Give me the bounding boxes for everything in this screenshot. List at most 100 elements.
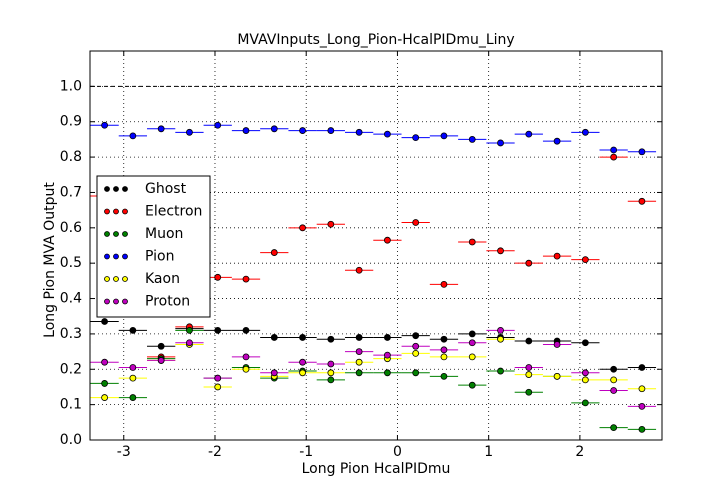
y-tick-label: 0.8 (60, 149, 82, 165)
marker (440, 335, 448, 343)
marker (214, 374, 222, 382)
y-tick-label: 0.7 (60, 184, 82, 200)
marker (270, 369, 278, 377)
marker (525, 388, 533, 396)
legend-marker (122, 186, 128, 192)
marker (412, 219, 420, 226)
marker (327, 335, 335, 343)
legend-label: Muon (145, 226, 183, 242)
marker (610, 424, 618, 432)
marker (581, 376, 589, 384)
y-tick-label: 0.9 (60, 114, 82, 130)
marker (440, 280, 448, 288)
marker (525, 259, 533, 267)
marker (440, 353, 448, 361)
marker (129, 326, 137, 334)
legend-marker (122, 253, 128, 260)
marker (186, 339, 193, 347)
marker (355, 369, 363, 377)
marker (186, 326, 193, 334)
marker (299, 224, 306, 232)
marker (299, 369, 306, 377)
legend-marker (122, 231, 128, 237)
marker (299, 358, 306, 366)
legend-label: Kaon (145, 271, 180, 287)
legend-marker (122, 276, 128, 282)
marker (497, 139, 504, 147)
marker (384, 130, 391, 138)
marker (525, 371, 533, 378)
marker (468, 136, 476, 143)
marker (638, 403, 646, 410)
x-tick-label: 1 (484, 444, 493, 460)
legend-marker (104, 276, 110, 282)
marker (497, 247, 504, 255)
marker (553, 252, 561, 260)
marker (101, 380, 108, 387)
marker (242, 353, 250, 361)
marker (101, 394, 108, 401)
marker (497, 367, 504, 375)
marker (610, 146, 618, 154)
legend-label: Ghost (145, 181, 187, 197)
legend-marker (113, 298, 119, 305)
marker (440, 346, 448, 354)
legend-marker (104, 231, 110, 237)
legend-marker (122, 298, 128, 305)
marker (355, 358, 363, 366)
marker (355, 348, 363, 355)
y-axis-label: Long Pion MVA Output (42, 182, 58, 338)
marker (581, 128, 589, 136)
marker (610, 387, 618, 394)
marker (581, 399, 589, 407)
y-tick-label: 1.0 (60, 78, 82, 94)
marker (638, 425, 646, 433)
marker (412, 134, 420, 142)
marker (638, 385, 646, 393)
marker (270, 125, 278, 133)
chart-title: MVAVInputs_Long_Pion-HcalPIDmu_Liny (237, 32, 514, 48)
plot-area (90, 121, 657, 433)
marker (468, 353, 476, 361)
marker (129, 394, 137, 401)
legend-label: Proton (145, 294, 190, 310)
marker (157, 125, 165, 133)
marker (638, 364, 646, 371)
marker (214, 326, 222, 334)
marker (242, 326, 250, 334)
y-tick-label: 0.1 (60, 397, 82, 413)
marker (327, 127, 335, 134)
legend-marker (113, 276, 119, 282)
marker (525, 337, 533, 345)
marker (299, 334, 306, 341)
marker (553, 372, 561, 380)
marker (468, 339, 476, 347)
legend-label: Electron (145, 204, 202, 220)
marker (468, 330, 476, 338)
marker (157, 342, 165, 350)
x-tick-label: -3 (117, 444, 131, 460)
marker (581, 339, 589, 347)
marker (270, 334, 278, 341)
marker (327, 369, 335, 377)
marker (384, 369, 391, 377)
y-tick-label: 0.6 (60, 220, 82, 236)
marker (581, 256, 589, 264)
marker (327, 220, 335, 228)
x-tick-label: -1 (299, 444, 313, 460)
marker (525, 130, 533, 138)
marker (242, 127, 250, 134)
marker (129, 364, 137, 371)
marker (355, 334, 363, 341)
marker (497, 335, 504, 343)
legend-marker (104, 208, 110, 215)
marker (214, 273, 222, 281)
marker (355, 266, 363, 274)
marker (129, 374, 137, 382)
y-tick-label: 0.2 (60, 361, 82, 377)
y-tick-label: 0.5 (60, 255, 82, 271)
marker (270, 249, 278, 256)
marker (384, 236, 391, 244)
legend-marker (104, 298, 110, 305)
